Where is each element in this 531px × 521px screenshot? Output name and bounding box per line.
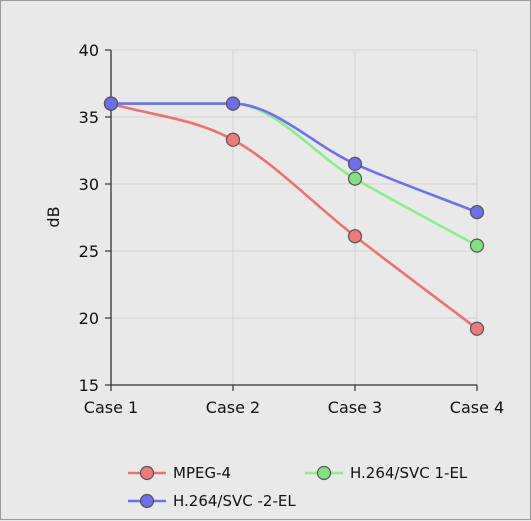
series-2-point [469, 238, 485, 253]
legend: MPEG-4 H.264/SVC 1-EL H.264/SVC -2-EL [128, 464, 468, 510]
legend-item: MPEG-4 [128, 464, 231, 482]
series-layer [103, 96, 485, 336]
tick-layer: 15 20 25 30 35 40 Case 1 Case 2 Case 3 Case 4 [79, 41, 505, 417]
y-axis-title: dB [44, 206, 63, 227]
legend-marker [139, 465, 155, 481]
series-1-point [347, 229, 363, 244]
series-2-point [347, 171, 363, 186]
grid-layer [110, 49, 478, 386]
y-tick-label: 30 [79, 175, 99, 194]
series-line-2 [111, 102, 478, 247]
x-tick-label: Case 1 [84, 398, 138, 417]
legend-marker [139, 493, 155, 509]
legend-item: H.264/SVC 1-EL [305, 464, 468, 482]
legend-label: H.264/SVC 1-EL [350, 464, 468, 482]
series-line-1 [110, 102, 478, 330]
x-tick-label: Case 3 [328, 398, 382, 417]
legend-marker [316, 465, 332, 481]
y-tick-label: 40 [79, 41, 99, 60]
x-tick-label: Case 4 [450, 398, 504, 417]
y-tick-label: 20 [79, 309, 99, 328]
y-tick-label: 35 [79, 108, 99, 127]
series-line-3 [111, 102, 478, 214]
series-1-point [225, 132, 241, 147]
legend-label: MPEG-4 [173, 464, 231, 482]
legend-label: H.264/SVC -2-EL [173, 492, 296, 510]
series-3-point [103, 96, 119, 111]
series-1-point [469, 321, 485, 336]
series-3-point [225, 96, 241, 111]
axes-layer [110, 50, 477, 386]
series-3-point [347, 156, 363, 171]
x-tick-label: Case 2 [206, 398, 260, 417]
y-tick-label: 25 [79, 242, 99, 261]
legend-item: H.264/SVC -2-EL [128, 492, 296, 510]
series-3-point [469, 205, 485, 220]
y-tick-label: 15 [79, 376, 99, 395]
